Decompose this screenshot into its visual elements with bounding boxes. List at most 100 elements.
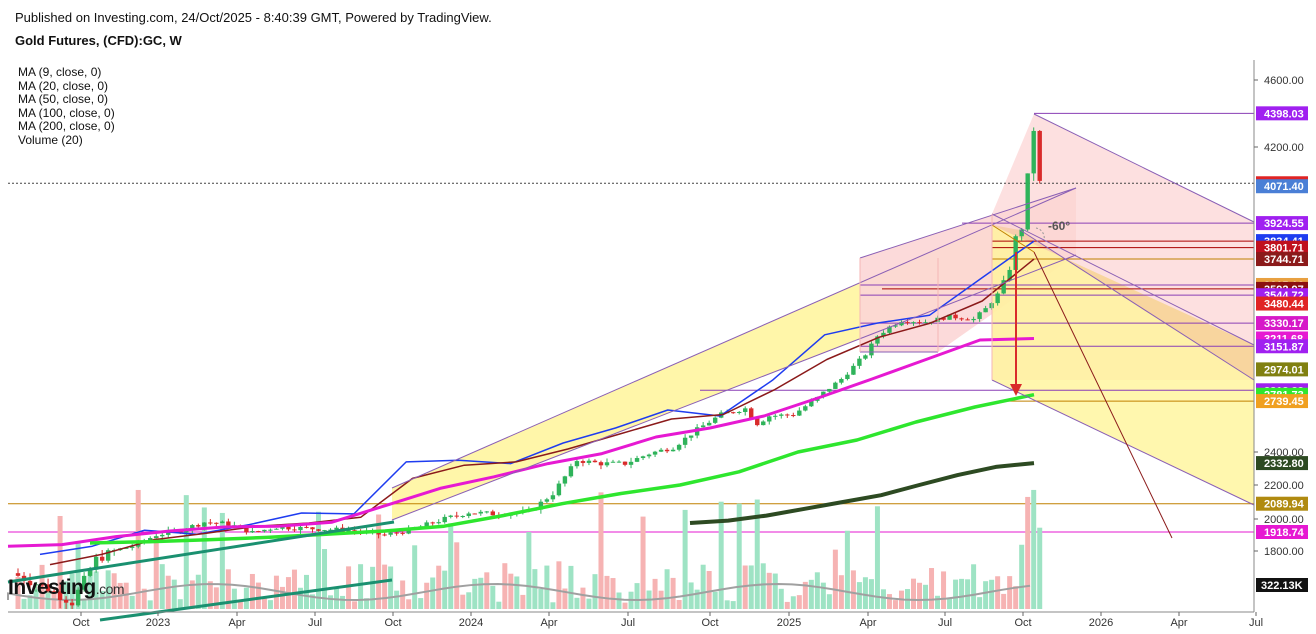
legend-ma9[interactable]: MA (9, close, 0) (18, 65, 102, 79)
legend-ma20[interactable]: MA (20, close, 0) (18, 78, 109, 93)
candle-body (454, 515, 459, 517)
volume-bar (123, 582, 129, 609)
volume-bar (322, 549, 328, 609)
volume-bar (255, 582, 261, 609)
x-tick-label: Oct (384, 617, 401, 629)
volume-bar (598, 492, 604, 609)
volume-bar (478, 577, 484, 609)
trend-line (991, 213, 1255, 346)
candle-body (580, 461, 586, 463)
candle-body (845, 374, 850, 380)
volume-bar (87, 568, 93, 609)
legend-ma100[interactable]: MA (100, close, 0) (18, 105, 115, 120)
volume-bar (520, 594, 526, 609)
volume-bar (297, 587, 303, 609)
x-tick-label: Apr (228, 617, 245, 629)
candle-body (93, 556, 99, 570)
y-tick-label: 2400.00 (1264, 447, 1304, 459)
volume-bar (27, 595, 33, 609)
volume-bar (556, 561, 562, 609)
volume-bar (550, 602, 556, 609)
price-tag (1256, 496, 1308, 511)
candle-body (1031, 130, 1036, 174)
candle-body (634, 458, 640, 462)
volume-bar (273, 575, 279, 609)
volume-bar (754, 499, 760, 609)
candle-body (839, 379, 844, 383)
candle-body (316, 529, 321, 531)
volume-bar (712, 591, 718, 609)
candle-body (628, 461, 634, 465)
volume-bar (538, 588, 544, 609)
candle-body (797, 410, 802, 416)
volume-bar (652, 578, 658, 609)
volume-bar (33, 589, 39, 609)
volume-bar (880, 589, 886, 609)
ma-line-4 (689, 461, 1035, 525)
candle-body (821, 391, 826, 397)
candle-body (544, 499, 550, 502)
volume-bar (917, 582, 923, 609)
candle-body (490, 511, 495, 516)
volume-bar (177, 599, 183, 609)
candle-body (250, 531, 255, 533)
candle-body (460, 516, 465, 518)
volume-bar (51, 592, 57, 609)
x-tick-label: 2023 (146, 617, 170, 629)
candle-body (803, 406, 808, 411)
volume-bar (406, 599, 412, 609)
candle-body (550, 495, 556, 500)
candle-body (947, 314, 952, 320)
legend-ma200[interactable]: MA (200, close, 0) (18, 119, 115, 134)
candle-body (598, 462, 604, 466)
x-tick-label: 2026 (1089, 617, 1113, 629)
volume-bar (460, 594, 466, 609)
candle-body (334, 527, 339, 530)
candle-body (214, 522, 219, 524)
volume-bar (490, 585, 496, 609)
legend-volume[interactable]: Volume (20) (18, 132, 83, 147)
volume-bar (129, 595, 135, 609)
candle-body (268, 529, 273, 531)
trend-line (991, 224, 1035, 253)
candle-body (881, 332, 886, 337)
price-tag-label: 2739.45 (1264, 396, 1304, 408)
x-tick-label: 2025 (777, 617, 801, 629)
candle-body (69, 602, 75, 606)
price-tag (1256, 240, 1308, 255)
candle-body (292, 529, 297, 531)
candle-body (154, 536, 159, 539)
volume-bar (310, 594, 315, 609)
candle-body (899, 322, 904, 326)
volume-bar (766, 572, 772, 609)
volume-bar (243, 587, 249, 609)
legend-ma50[interactable]: MA (50, close, 0) (18, 92, 109, 107)
x-tick-label: Apr (1170, 617, 1187, 629)
volume-bar (21, 598, 27, 609)
volume-bar (75, 541, 81, 609)
candle-body (664, 449, 670, 452)
candle-body (995, 293, 1000, 304)
candle-body (857, 358, 862, 366)
target-arrow-head (1010, 384, 1022, 396)
candle-body (51, 591, 57, 593)
volume-bar (388, 566, 394, 609)
volume-bar (412, 545, 418, 609)
candle-body (190, 525, 195, 530)
candle-body (130, 546, 135, 548)
candle-body (1007, 269, 1012, 281)
candle-body (262, 529, 267, 532)
x-tick-label: Apr (859, 617, 876, 629)
trend-line (391, 254, 1077, 521)
volume-bar (562, 588, 568, 609)
candle-body (39, 584, 45, 586)
volume-bar (370, 566, 376, 609)
published-caption: Published on Investing.com, 24/Oct/2025 … (15, 10, 492, 25)
candle-body (346, 530, 351, 532)
price-tag (1256, 106, 1308, 121)
volume-bar (183, 495, 189, 609)
volume-bar (430, 577, 436, 609)
volume-bar (568, 565, 574, 609)
volume-bar (201, 507, 207, 609)
